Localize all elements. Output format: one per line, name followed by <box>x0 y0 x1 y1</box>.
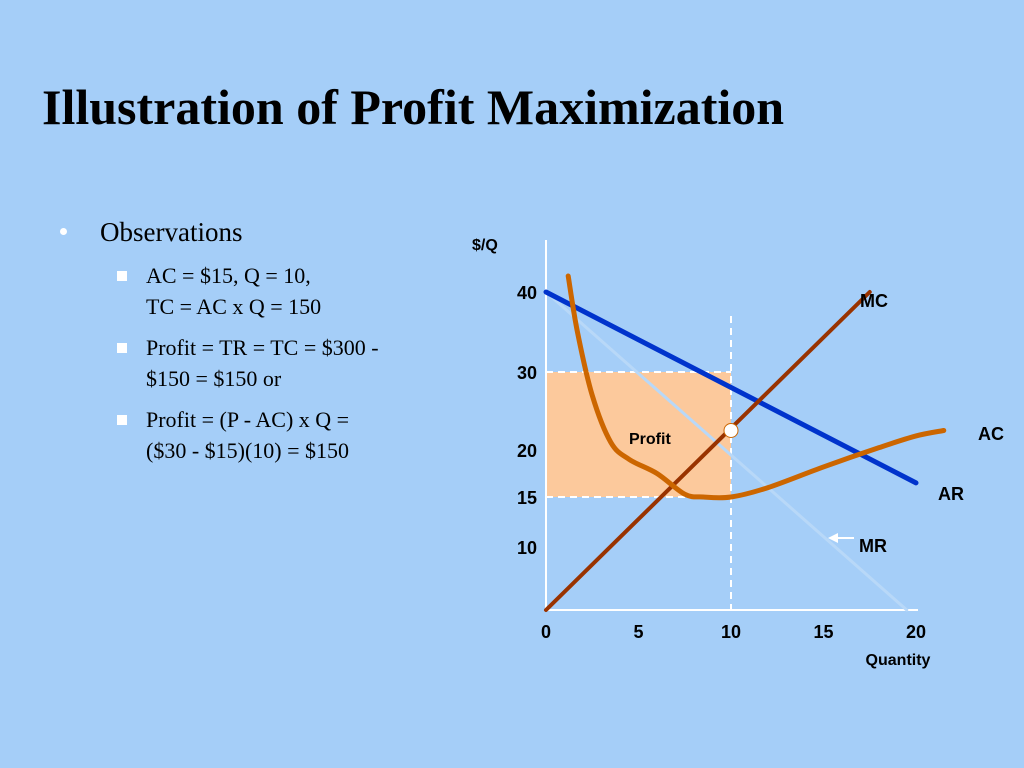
mc-curve <box>544 290 872 612</box>
observation-line: TC = AC x Q = 150 <box>146 294 322 319</box>
arrow-head-icon <box>828 533 838 543</box>
y-tick-label: 30 <box>517 363 537 383</box>
observation-item: Profit = (P - AC) x Q = ($30 - $15)(10) … <box>117 404 487 466</box>
observation-line: AC = $15, Q = 10, <box>146 263 311 288</box>
observation-line: Profit = (P - AC) x Q = <box>146 407 350 432</box>
series-label-mr: MR <box>859 536 887 556</box>
observation-item: AC = $15, Q = 10, TC = AC x Q = 150 <box>117 260 487 322</box>
x-tick-label: 5 <box>633 622 643 642</box>
x-tick-label: 0 <box>541 622 551 642</box>
observation-item: Profit = TR = TC = $300 - $150 = $150 or <box>117 332 487 394</box>
ar-curve <box>543 289 919 486</box>
x-tick-label: 15 <box>813 622 833 642</box>
y-tick-label: 15 <box>517 488 537 508</box>
y-tick-label: 10 <box>517 538 537 558</box>
equilibrium-point <box>723 423 739 438</box>
mr-curve <box>544 290 909 612</box>
series-label-ac: AC <box>978 424 1004 444</box>
ac-curve <box>565 273 947 501</box>
y-tick-label: 40 <box>517 283 537 303</box>
square-bullet-icon <box>117 271 127 281</box>
observation-line: ($30 - $15)(10) = $150 <box>146 438 350 463</box>
slide-title: Illustration of Profit Maximization <box>42 79 785 135</box>
observations-bullet <box>60 228 67 235</box>
square-bullet-icon <box>117 415 127 425</box>
y-tick-label: 20 <box>517 441 537 461</box>
observations-sub-list: AC = $15, Q = 10, TC = AC x Q = 150 Prof… <box>117 260 487 476</box>
observations-heading: Observations <box>100 217 243 247</box>
x-tick-label: 10 <box>721 622 741 642</box>
profit-label: Profit <box>629 431 671 448</box>
square-bullet-icon <box>117 343 127 353</box>
profit-area <box>546 372 731 497</box>
series-label-mc: MC <box>860 291 888 311</box>
y-axis-title: $/Q <box>472 237 498 254</box>
observation-line: $150 = $150 or <box>146 366 282 391</box>
observation-line: Profit = TR = TC = $300 - <box>146 335 379 360</box>
x-axis-title: Quantity <box>866 652 931 669</box>
x-tick-label: 20 <box>906 622 926 642</box>
series-label-ar: AR <box>938 484 964 504</box>
